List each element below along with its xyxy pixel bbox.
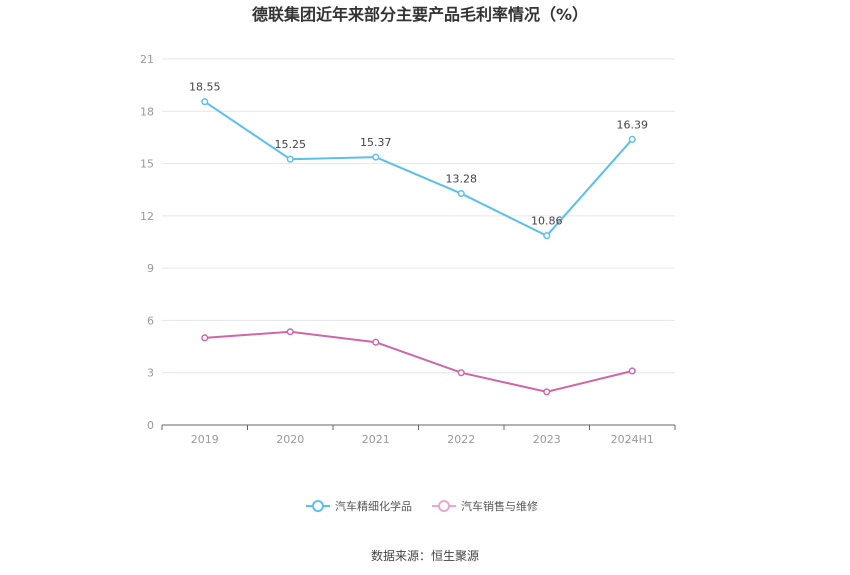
data-label: 15.37 [360, 136, 392, 149]
data-label: 15.25 [275, 138, 307, 151]
data-label: 16.39 [617, 118, 649, 131]
legend-label: 汽车精细化学品 [335, 499, 412, 513]
x-axis: 2019 2020 2021 2022 2023 2024H1 [161, 424, 676, 446]
data-label: 10.86 [531, 215, 563, 228]
data-point [543, 232, 551, 240]
series-line [204, 100, 633, 237]
x-tick-label: 2023 [533, 433, 561, 446]
legend: 汽车精细化学品 汽车销售与维修 [306, 499, 538, 513]
y-tick-label: 12 [140, 210, 154, 223]
data-point [286, 328, 294, 336]
grid [162, 58, 675, 374]
data-point [628, 135, 636, 143]
data-point [201, 98, 209, 106]
data-point [372, 153, 380, 161]
x-tick-label: 2022 [447, 433, 475, 446]
series-line [204, 330, 633, 393]
x-tick-label: 2024H1 [611, 433, 654, 446]
x-tick-label: 2020 [276, 433, 304, 446]
x-tick-label: 2019 [191, 433, 219, 446]
legend-label: 汽车销售与维修 [461, 499, 538, 513]
legend-marker [312, 500, 324, 512]
data-point [457, 369, 465, 377]
chart-title: 德联集团近年来部分主要产品毛利率情况（%） [252, 5, 588, 24]
data-point [457, 189, 465, 198]
y-tick-label: 6 [147, 314, 154, 327]
data-point [628, 367, 636, 375]
series-layer: 18.55 15.25 15.37 13.28 10.86 16.39 [189, 81, 649, 396]
y-tick-label: 3 [147, 367, 154, 380]
y-tick-label: 9 [147, 262, 154, 275]
y-axis-ticks: 0 3 6 9 12 15 18 21 [140, 53, 154, 432]
data-point [286, 155, 294, 163]
y-tick-label: 21 [140, 53, 154, 66]
data-point [201, 334, 209, 342]
x-tick-label: 2021 [362, 433, 390, 446]
data-label: 13.28 [446, 173, 478, 186]
y-tick-label: 15 [140, 158, 154, 171]
data-label: 18.55 [189, 81, 221, 94]
data-point [543, 388, 551, 396]
source-note: 数据来源：恒生聚源 [371, 548, 479, 563]
legend-marker [438, 500, 450, 512]
y-tick-label: 0 [147, 419, 154, 432]
y-tick-label: 18 [140, 105, 154, 118]
data-point [372, 338, 380, 346]
